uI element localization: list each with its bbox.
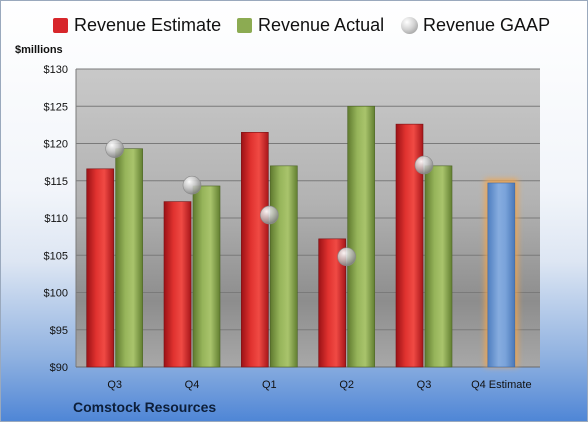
revenue-gaap-marker xyxy=(414,155,434,175)
revenue-gaap-marker xyxy=(337,247,356,267)
revenue-gaap-marker xyxy=(260,205,279,225)
y-tick-label: $95 xyxy=(50,325,68,337)
company-name: Comstock Resources xyxy=(73,399,217,415)
y-tick-label: $125 xyxy=(44,101,68,113)
legend-marker-gaap xyxy=(401,17,418,34)
x-tick-label: Q3 xyxy=(417,379,432,391)
revenue-actual-bar xyxy=(192,185,221,368)
revenue-actual-bar xyxy=(347,105,375,368)
q4-estimate-bar xyxy=(487,182,516,368)
legend-swatch-estimate xyxy=(53,18,68,33)
x-tick-label: Q2 xyxy=(339,379,354,391)
y-axis-unit-label: $millions xyxy=(15,44,63,56)
revenue-actual-bar xyxy=(115,148,143,368)
x-tick-label: Q4 Estimate xyxy=(471,379,532,391)
revenue-gaap-marker xyxy=(182,175,202,195)
y-tick-label: $115 xyxy=(44,176,68,188)
y-axis-ticks: $90 $95 $100 $105 $110 $115 $120 $125 $130 xyxy=(44,64,68,374)
y-tick-label: $105 xyxy=(44,250,68,262)
x-axis-ticks: Q3 Q4 Q1 Q2 Q3 Q4 Estimate xyxy=(107,379,531,391)
revenue-actual-bar xyxy=(270,165,298,368)
gridlines xyxy=(75,68,540,368)
revenue-estimate-bar xyxy=(86,168,114,368)
revenue-actual-bar xyxy=(424,165,453,368)
legend-label-gaap: Revenue GAAP xyxy=(423,15,551,35)
legend-label-actual: Revenue Actual xyxy=(258,15,385,35)
legend-label-estimate: Revenue Estimate xyxy=(74,15,222,35)
x-tick-label: Q3 xyxy=(107,379,122,391)
revenue-estimate-bar xyxy=(241,132,269,368)
legend: Revenue Estimate Revenue Actual Revenue … xyxy=(1,15,587,43)
y-tick-label: $130 xyxy=(44,64,68,76)
gaap-markers xyxy=(105,139,434,267)
bars xyxy=(86,105,518,368)
y-tick-label: $90 xyxy=(50,362,68,374)
legend-item-revenue-actual: Revenue Actual xyxy=(237,15,384,36)
y-tick-label: $110 xyxy=(44,213,68,225)
x-tick-label: Q4 xyxy=(185,379,200,391)
legend-item-revenue-estimate: Revenue Estimate xyxy=(53,15,221,36)
y-tick-label: $120 xyxy=(44,139,68,151)
legend-swatch-actual xyxy=(237,18,252,33)
revenue-estimate-bar xyxy=(163,201,192,368)
y-tick-label: $100 xyxy=(44,288,68,300)
revenue-gaap-marker xyxy=(105,139,124,159)
legend-item-revenue-gaap: Revenue GAAP xyxy=(401,15,550,36)
x-tick-label: Q1 xyxy=(262,379,277,391)
